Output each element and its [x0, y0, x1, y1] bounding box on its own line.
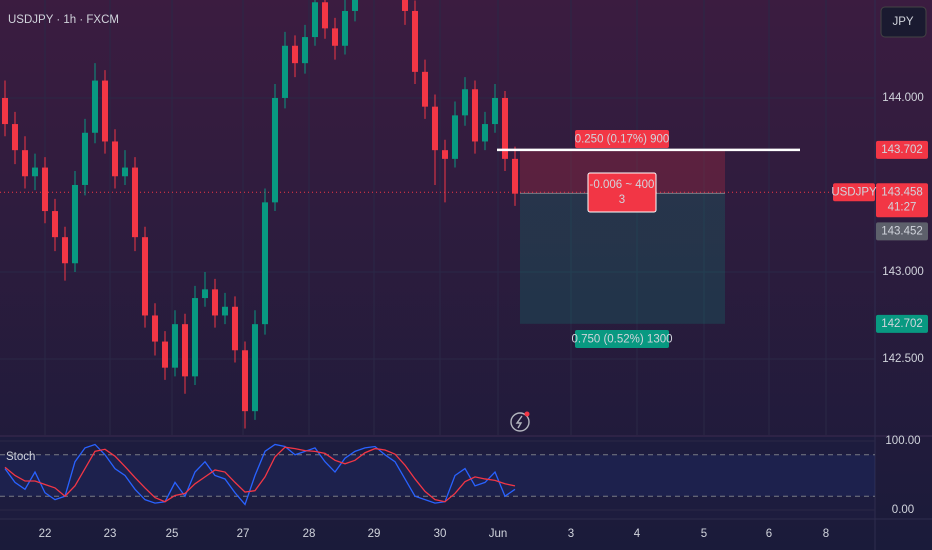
x-tick-label: 25 — [166, 528, 179, 540]
x-tick-label: 30 — [434, 528, 447, 540]
candle-body — [472, 89, 478, 142]
candle-body — [422, 71, 428, 107]
stoch-line — [4, 443, 516, 506]
price-label: 142.702 — [881, 318, 923, 330]
candle-body — [262, 202, 268, 325]
candle-body — [152, 315, 158, 342]
candle-body — [2, 97, 8, 125]
reward-label-box — [575, 330, 669, 348]
reward-label: 0.750 (0.52%) 1300 — [571, 334, 672, 346]
candle-body — [162, 341, 168, 368]
x-tick-label: 8 — [823, 528, 829, 540]
currency-label[interactable]: JPY — [892, 16, 913, 28]
candle-body — [292, 45, 298, 64]
reward-zone — [520, 193, 725, 324]
candle-body — [102, 80, 108, 142]
candle-body — [132, 167, 138, 238]
candle-body — [232, 306, 238, 351]
y-tick-label: 143.000 — [882, 266, 924, 278]
price-label-box — [876, 222, 928, 241]
pnl-label: 3 — [619, 194, 625, 206]
x-tick-label: 6 — [766, 528, 772, 540]
x-tick-label: 23 — [104, 528, 117, 540]
x-tick-label: Jun — [489, 528, 508, 540]
candle-body — [342, 10, 348, 46]
chart-title: USDJPY · 1h · FXCM — [8, 14, 119, 26]
pnl-label: -0.006 ~ 400 — [590, 179, 655, 191]
x-tick-label: 27 — [237, 528, 250, 540]
stoch-band — [0, 454, 875, 497]
price-label-box — [876, 140, 928, 159]
x-tick-label: 22 — [39, 528, 52, 540]
candle-body — [452, 115, 458, 159]
candle-body — [412, 10, 418, 72]
candle-body — [272, 97, 278, 203]
candle-body — [332, 28, 338, 46]
candle-body — [502, 97, 508, 159]
stoch-tick-label: 100.00 — [885, 435, 920, 447]
currency-button[interactable] — [880, 6, 927, 38]
pnl-label-box — [587, 172, 657, 213]
stoch-name: Stoch — [6, 451, 35, 463]
candle-body — [192, 298, 198, 377]
candle-body — [442, 150, 448, 159]
candle-body — [312, 2, 318, 38]
stoch-tick-label: 0.00 — [892, 504, 914, 516]
candle-body — [112, 141, 118, 177]
y-tick-label: 142.500 — [882, 353, 924, 365]
candle-body — [432, 106, 438, 151]
candle-body — [62, 237, 68, 264]
candle-body — [122, 167, 128, 177]
candle-body — [82, 132, 88, 185]
x-tick-label: 5 — [701, 528, 707, 540]
candle-body — [492, 97, 498, 125]
alert-icon[interactable] — [510, 411, 530, 432]
price-label-box — [876, 314, 928, 333]
last-price-label: 143.458 — [881, 186, 923, 198]
candle-body — [302, 37, 308, 64]
stoch-line — [4, 446, 516, 503]
candle-body — [32, 167, 38, 177]
symbol-label: USDJPY — [831, 186, 877, 198]
candle-body — [512, 158, 518, 194]
candle-body — [12, 124, 18, 151]
price-label: 143.452 — [881, 225, 923, 237]
stoch-lines — [0, 440, 875, 511]
risk-label: 0.250 (0.17%) 900 — [575, 134, 670, 146]
candle-body — [282, 45, 288, 98]
candle-body — [92, 80, 98, 133]
candle-body — [202, 289, 208, 299]
x-tick-label: 28 — [303, 528, 316, 540]
candle-body — [42, 167, 48, 212]
candle-body — [352, 0, 358, 11]
price-label: 143.702 — [881, 144, 923, 156]
last-price-box — [876, 183, 928, 218]
candle-body — [72, 184, 78, 264]
candle-body — [222, 306, 228, 316]
candle-body — [252, 324, 258, 412]
stoch-pane — [0, 437, 875, 518]
candle-body — [212, 289, 218, 316]
candle-body — [22, 150, 28, 177]
symbol-box — [833, 183, 875, 202]
candle-body — [182, 324, 188, 377]
risk-label-box — [575, 130, 669, 148]
candle-body — [402, 0, 408, 11]
x-tick-label: 4 — [634, 528, 641, 540]
candle-body — [322, 2, 328, 29]
x-tick-label: 29 — [368, 528, 381, 540]
x-tick-label: 3 — [568, 528, 574, 540]
candle-body — [462, 89, 468, 116]
candle-body — [172, 324, 178, 368]
candle-body — [142, 237, 148, 316]
axes: 144.000 143.000 142.500 22 23 25 27 28 29 30 Jun 3 4… — [39, 92, 928, 540]
y-tick-label: 144.000 — [882, 92, 924, 104]
candle-body — [482, 124, 488, 142]
candle-body — [242, 350, 248, 412]
main-pane: 0.250 (0.17%) 900 -0.006 ~ 400 3 0.750 (0.5… — [0, 0, 875, 435]
candle-body — [52, 211, 58, 238]
countdown: 41:27 — [888, 201, 917, 213]
